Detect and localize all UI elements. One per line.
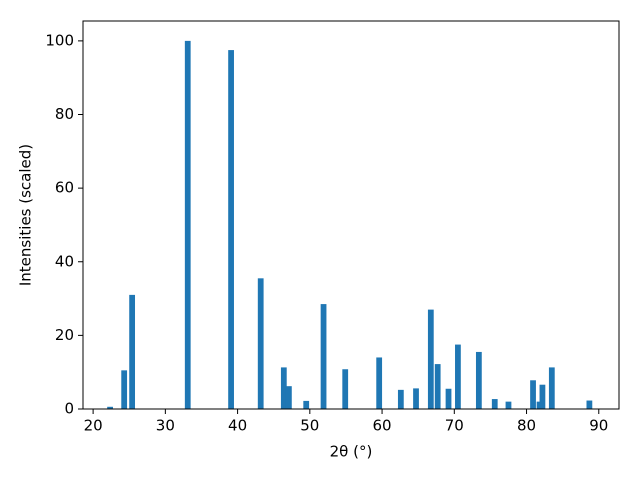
bar (397, 389, 404, 409)
bar (539, 384, 546, 409)
bar (455, 344, 461, 409)
bar (107, 406, 113, 409)
bar (121, 370, 128, 409)
x-tick-label: 60 (373, 417, 392, 435)
bar (285, 386, 292, 409)
bar (257, 278, 264, 409)
bar (445, 388, 452, 409)
bar (184, 40, 191, 409)
bar (280, 367, 287, 409)
bar (228, 50, 234, 409)
x-tick-label: 80 (517, 417, 536, 435)
bar (434, 364, 441, 409)
y-tick-label: 80 (55, 105, 74, 123)
x-tick-label: 90 (589, 417, 608, 435)
bar (530, 380, 536, 409)
y-tick-label: 40 (55, 252, 74, 270)
bar (427, 309, 434, 409)
bar (505, 401, 512, 409)
bar (413, 388, 419, 409)
bar (129, 294, 136, 409)
y-tick-label: 0 (64, 400, 74, 418)
x-tick-label: 40 (228, 417, 247, 435)
bar (320, 304, 327, 409)
y-tick-label: 100 (45, 31, 74, 49)
x-tick-label: 30 (156, 417, 175, 435)
y-axis-label: Intensities (scaled) (17, 144, 35, 286)
bar (342, 369, 349, 409)
x-tick-label: 20 (84, 417, 103, 435)
y-tick-label: 60 (55, 179, 74, 197)
x-tick-label: 50 (300, 417, 319, 435)
bar (586, 400, 593, 409)
plot-frame (82, 20, 620, 410)
x-axis-label: 2θ (°) (330, 443, 373, 461)
bar (303, 400, 310, 409)
x-tick-label: 70 (445, 417, 464, 435)
y-tick-label: 20 (55, 326, 74, 344)
bar (475, 351, 482, 409)
bar (376, 357, 383, 409)
bar (491, 399, 498, 409)
bar (548, 367, 555, 409)
